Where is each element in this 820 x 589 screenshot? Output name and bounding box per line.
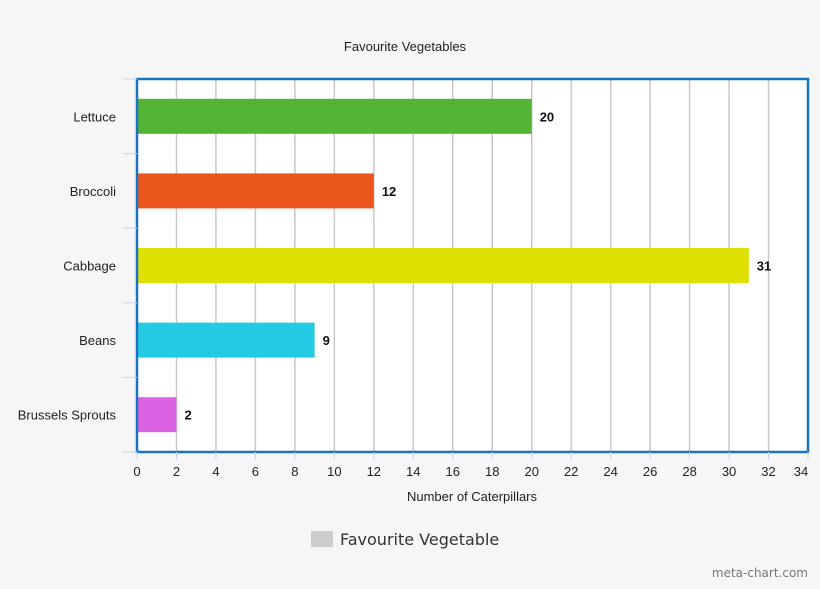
credit-text[interactable]: meta-chart.com [712, 566, 808, 580]
x-tick-label: 16 [446, 464, 460, 479]
x-tick-label: 24 [603, 464, 617, 479]
bar-cabbage[interactable] [137, 248, 749, 283]
legend-label: Favourite Vegetable [340, 530, 499, 549]
bar-brussels-sprouts[interactable] [137, 397, 177, 433]
bar-beans[interactable] [137, 322, 315, 358]
x-tick-label: 30 [722, 464, 736, 479]
x-tick-label: 26 [643, 464, 657, 479]
x-tick-label: 12 [367, 464, 381, 479]
x-tick-label: 22 [564, 464, 578, 479]
y-category-label: Beans [79, 333, 116, 348]
bar-broccoli[interactable] [137, 173, 374, 209]
data-label: 2 [184, 408, 191, 423]
x-tick-label: 2 [173, 464, 180, 479]
y-category-label: Cabbage [63, 259, 116, 274]
legend[interactable]: Favourite Vegetable [311, 530, 499, 549]
x-tick-label: 8 [291, 464, 298, 479]
plot-frame [135, 77, 810, 454]
data-label: 9 [323, 333, 330, 348]
data-label: 20 [540, 109, 554, 124]
x-tick-label: 10 [327, 464, 341, 479]
y-category-label: Lettuce [73, 109, 116, 124]
x-tick-label: 28 [682, 464, 696, 479]
x-tick-label: 14 [406, 464, 420, 479]
data-label: 12 [382, 184, 396, 199]
x-tick-label: 18 [485, 464, 499, 479]
legend-swatch [311, 531, 333, 547]
x-tick-label: 0 [133, 464, 140, 479]
x-tick-label: 34 [794, 464, 808, 479]
x-axis-label: Number of Caterpillars [407, 489, 538, 504]
chart-title: Favourite Vegetables [344, 39, 467, 54]
x-tick-label: 6 [252, 464, 259, 479]
bar-lettuce[interactable] [137, 98, 532, 134]
x-tick-label: 4 [212, 464, 219, 479]
x-tick-label: 32 [761, 464, 775, 479]
y-category-label: Brussels Sprouts [18, 408, 117, 423]
x-tick-label: 20 [524, 464, 538, 479]
y-category-label: Broccoli [70, 184, 116, 199]
data-label: 31 [757, 259, 771, 274]
